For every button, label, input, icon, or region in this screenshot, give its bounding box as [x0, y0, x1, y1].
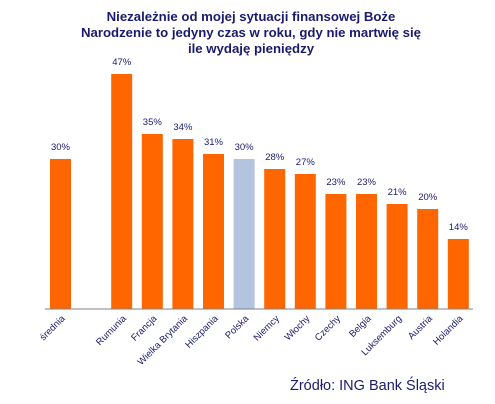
- category-label: Belgia: [347, 313, 374, 340]
- data-label: 20%: [418, 192, 438, 203]
- bar: [264, 169, 286, 309]
- chart-title-line-2: Narodzenie to jedyny czas w roku, gdy ni…: [81, 25, 421, 40]
- chart-title-line-1: Niezależnie od mojej sytuacji finansowej…: [107, 9, 396, 24]
- category-label: Rumunia: [94, 313, 129, 348]
- category-label: Czechy: [313, 313, 343, 343]
- data-label: 30%: [51, 142, 71, 153]
- category-label: Austria: [406, 313, 435, 342]
- data-label: 47%: [112, 57, 132, 68]
- bar: [111, 74, 133, 309]
- data-label: 23%: [326, 177, 346, 188]
- bar: [172, 139, 194, 309]
- bar: [356, 194, 377, 309]
- bar: [386, 204, 408, 309]
- bar: [203, 154, 224, 309]
- chart-title-line-3: ile wydaję pieniędzy: [188, 41, 315, 56]
- category-label: średnia: [38, 313, 68, 343]
- bar: [417, 209, 439, 309]
- bar: [294, 174, 316, 309]
- data-label: 30%: [235, 142, 255, 153]
- bar: [141, 134, 163, 309]
- bar: [447, 239, 469, 309]
- bar: [50, 159, 71, 309]
- category-label: Niemcy: [252, 313, 282, 343]
- bar: [325, 194, 347, 309]
- bar: [233, 159, 255, 309]
- data-label: 28%: [265, 152, 285, 163]
- category-label: Hiszpania: [183, 313, 221, 351]
- source-note: Źródło: ING Bank Śląski: [290, 378, 445, 394]
- data-label: 23%: [357, 177, 377, 188]
- category-label: Polska: [223, 313, 251, 341]
- data-label: 31%: [204, 137, 224, 148]
- data-label: 27%: [296, 157, 316, 168]
- category-label: Włochy: [283, 313, 313, 343]
- data-label: 35%: [143, 117, 163, 128]
- data-label: 34%: [173, 122, 193, 133]
- data-label: 14%: [449, 222, 469, 233]
- category-label: Holandia: [431, 313, 466, 348]
- bars-group: 30%średnia47%Rumunia35%Francja34%Wielka …: [38, 57, 469, 368]
- data-label: 21%: [388, 187, 408, 198]
